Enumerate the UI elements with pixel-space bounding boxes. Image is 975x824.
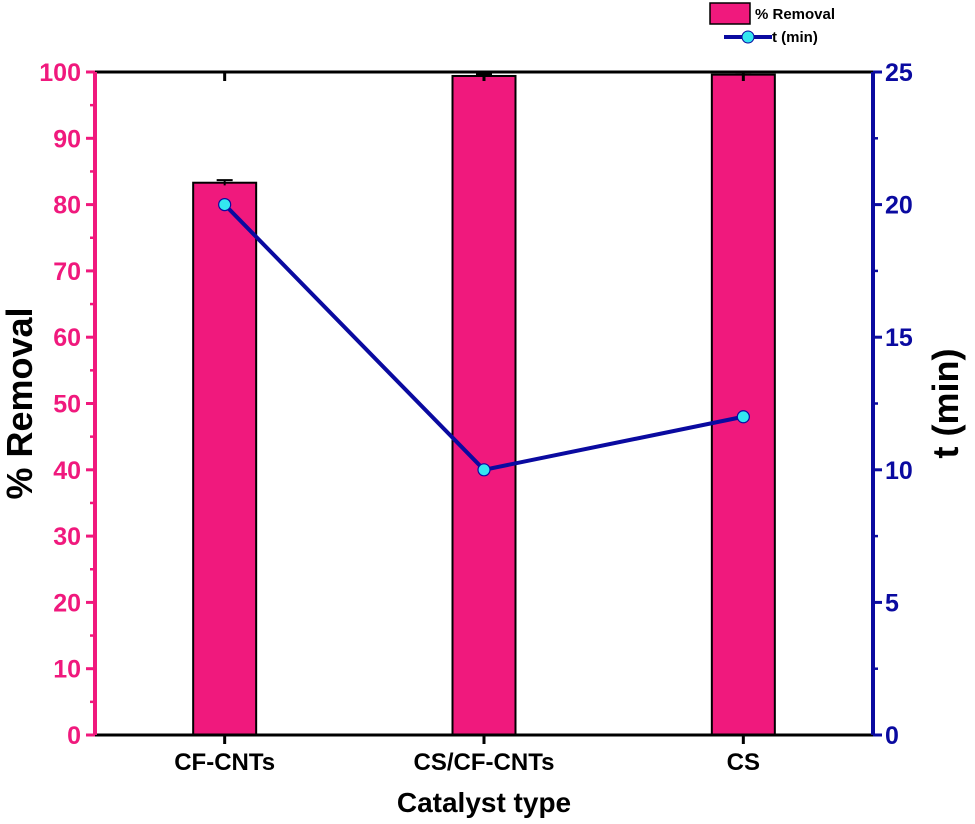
bar-2 [451, 74, 517, 736]
right-tick-label-5: 5 [885, 589, 899, 617]
bar-1 [192, 181, 258, 736]
left-tick-label-60: 60 [53, 324, 81, 352]
x-tick-label-1: CF-CNTs [174, 749, 275, 776]
right-tick-label-0: 0 [885, 722, 899, 750]
left-tick-label-70: 70 [53, 258, 81, 286]
right-tick-label-25: 25 [885, 59, 913, 87]
left-tick-label-10: 10 [53, 656, 81, 684]
legend-swatch-removal [709, 2, 751, 25]
left-tick-label-30: 30 [53, 523, 81, 551]
x-tick-label-3: CS [727, 749, 760, 776]
x-axis-title: Catalyst type [397, 787, 571, 818]
x-tick-label-2: CS/CF-CNTs [414, 749, 555, 776]
right-axis-title: t (min) [925, 349, 966, 459]
left-tick-label-50: 50 [53, 391, 81, 419]
bar-series [192, 73, 776, 737]
legend: % Removal t (min) [709, 2, 835, 46]
left-tick-label-40: 40 [53, 457, 81, 485]
right-tick-label-10: 10 [885, 457, 913, 485]
left-tick-label-80: 80 [53, 192, 81, 220]
x-axis: CF-CNTs CS/CF-CNTs CS [174, 72, 760, 776]
left-tick-label-90: 90 [53, 125, 81, 153]
legend-label-removal: % Removal [755, 6, 835, 23]
left-axis: 0 10 20 30 40 50 60 70 80 90 100 [39, 59, 95, 750]
bar-3 [710, 73, 776, 737]
time-point-1 [218, 198, 232, 212]
left-tick-label-100: 100 [39, 59, 81, 87]
right-axis: 0 5 10 15 20 25 [873, 59, 913, 750]
time-point-3 [736, 410, 750, 424]
left-tick-label-0: 0 [67, 722, 81, 750]
right-tick-label-15: 15 [885, 324, 913, 352]
left-tick-label-20: 20 [53, 589, 81, 617]
legend-marker-time [741, 30, 755, 44]
right-tick-label-20: 20 [885, 192, 913, 220]
time-point-2 [477, 463, 491, 477]
legend-label-time: t (min) [772, 29, 818, 46]
line-series [218, 198, 750, 477]
left-axis-title: % Removal [0, 307, 40, 499]
